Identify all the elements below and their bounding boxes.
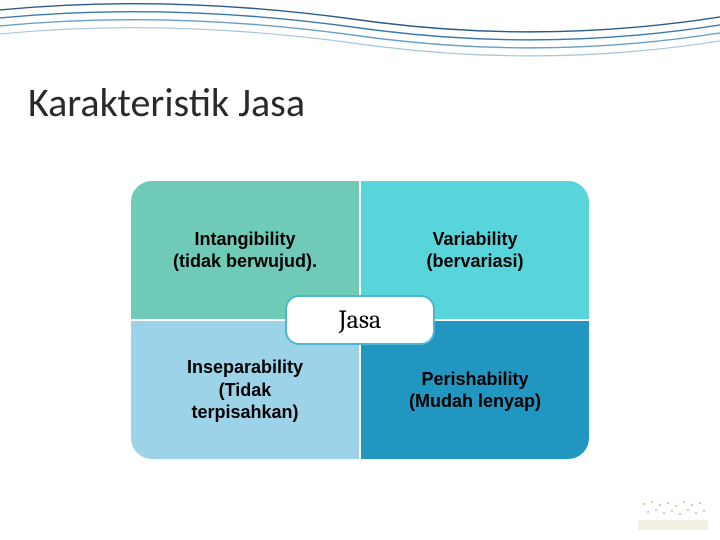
quad-bl-line2: (Tidak — [219, 380, 272, 400]
corner-texture — [638, 498, 708, 530]
quad-br-line2: (Mudah lenyap) — [409, 391, 541, 411]
quad-bl-line1: Inseparability — [187, 357, 303, 377]
service-characteristics-matrix: Intangibility (tidak berwujud). Variabil… — [130, 180, 590, 460]
quad-tr-line2: (bervariasi) — [426, 251, 523, 271]
header-swoosh — [0, 0, 720, 70]
quad-tl-line1: Intangibility — [195, 229, 296, 249]
quad-tr-line1: Variability — [432, 229, 517, 249]
quad-bl-line3: terpisahkan) — [191, 402, 298, 422]
quad-tl-line2: (tidak berwujud). — [173, 251, 317, 271]
center-label-text: Jasa — [339, 305, 382, 335]
center-label-jasa: Jasa — [285, 295, 435, 345]
quad-br-line1: Perishability — [421, 369, 528, 389]
page-title: Karakteristik Jasa — [28, 78, 305, 127]
